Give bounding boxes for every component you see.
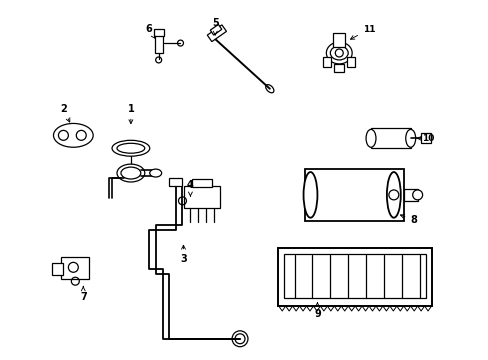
Text: 10: 10 xyxy=(416,134,434,143)
Text: 9: 9 xyxy=(313,303,320,319)
Text: 11: 11 xyxy=(350,25,374,39)
Bar xyxy=(403,189,417,201)
Bar xyxy=(283,255,425,298)
Text: 3: 3 xyxy=(180,245,186,264)
Text: 6: 6 xyxy=(145,24,155,38)
Text: 2: 2 xyxy=(60,104,70,122)
Bar xyxy=(304,169,403,221)
Bar xyxy=(277,248,431,306)
Bar xyxy=(154,35,163,53)
Text: 7: 7 xyxy=(80,287,86,302)
Bar xyxy=(334,64,344,72)
Bar xyxy=(346,57,354,67)
Bar xyxy=(168,178,182,186)
Ellipse shape xyxy=(112,140,149,156)
Bar xyxy=(51,264,63,275)
Ellipse shape xyxy=(412,190,422,200)
Ellipse shape xyxy=(405,129,415,147)
Bar xyxy=(184,186,220,208)
Text: 4: 4 xyxy=(187,180,193,196)
Bar xyxy=(210,24,222,35)
Text: 5: 5 xyxy=(211,18,218,35)
Bar xyxy=(207,25,226,42)
Bar xyxy=(153,29,163,36)
Bar xyxy=(370,129,410,148)
Ellipse shape xyxy=(117,164,144,182)
Text: 8: 8 xyxy=(400,215,416,225)
Ellipse shape xyxy=(386,172,400,218)
Bar xyxy=(192,179,212,187)
Ellipse shape xyxy=(149,169,162,177)
Ellipse shape xyxy=(325,42,351,64)
Bar xyxy=(420,133,429,143)
Bar xyxy=(333,33,345,47)
Circle shape xyxy=(335,49,343,57)
Bar xyxy=(61,257,89,279)
Bar xyxy=(323,57,331,67)
Text: 1: 1 xyxy=(127,104,134,123)
Ellipse shape xyxy=(303,172,317,218)
Ellipse shape xyxy=(53,123,93,147)
Ellipse shape xyxy=(366,129,375,147)
